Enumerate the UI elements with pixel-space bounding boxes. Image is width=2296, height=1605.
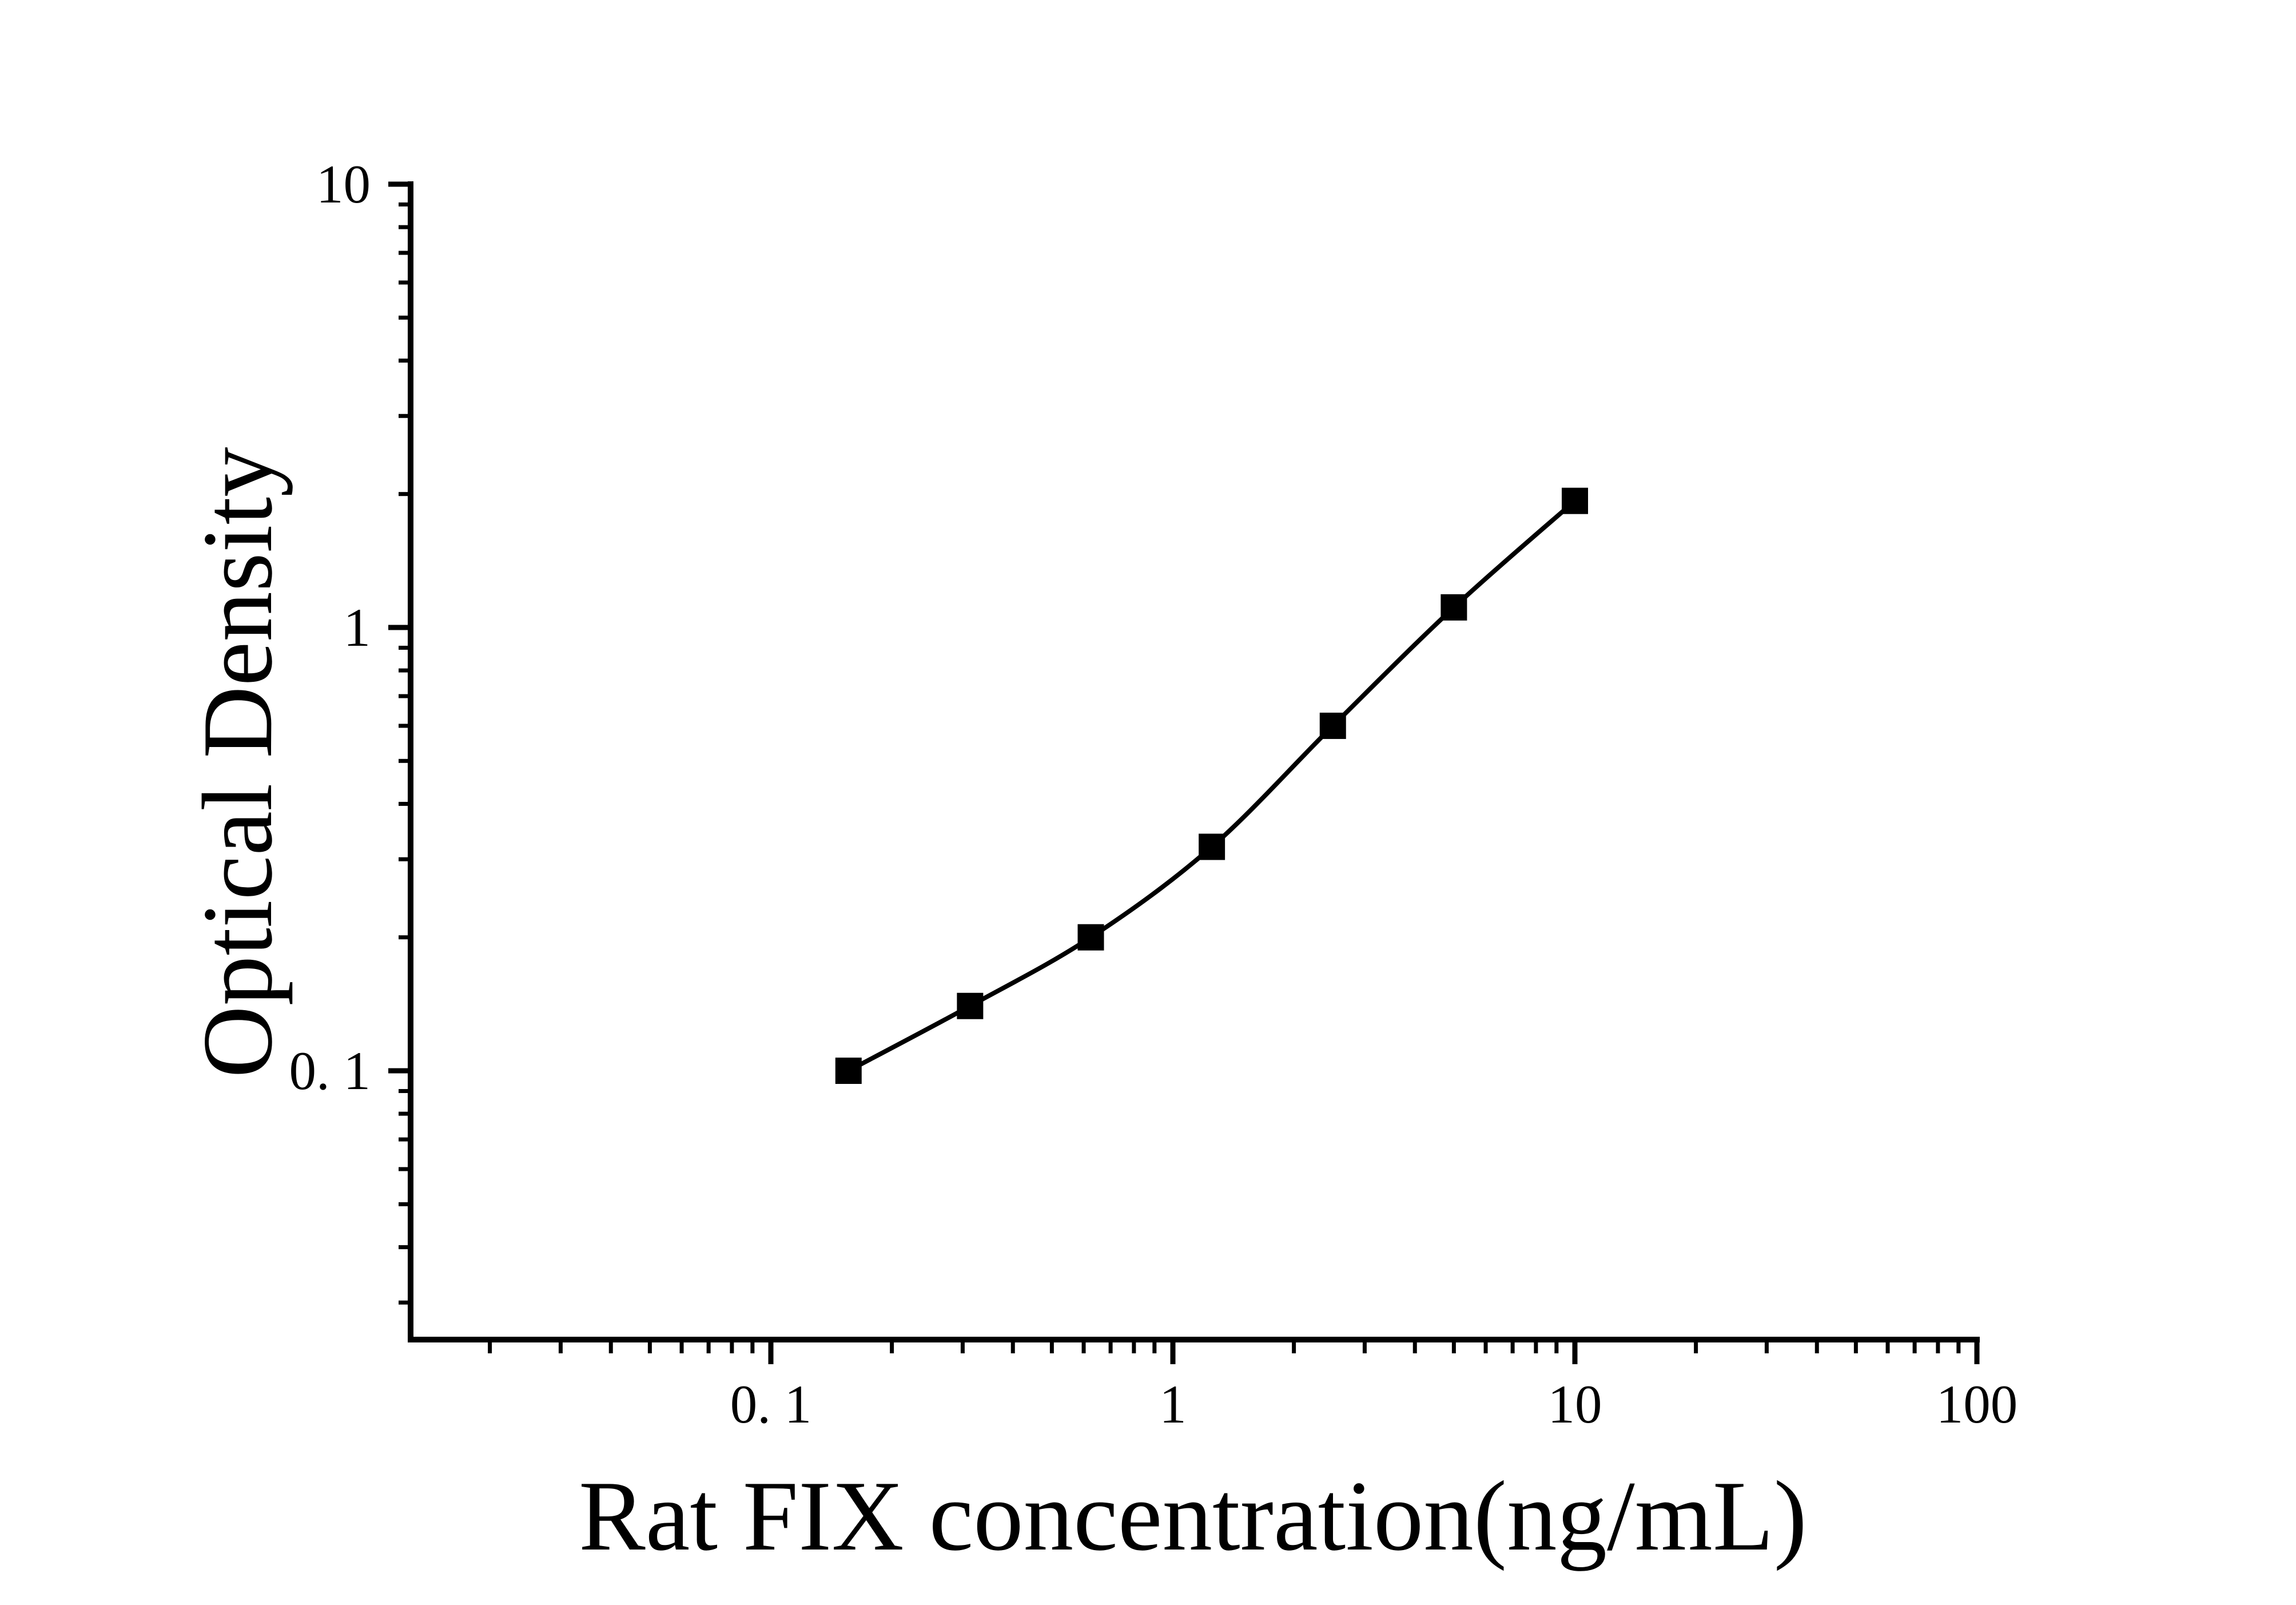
data-point-square xyxy=(1562,487,1588,514)
x-tick-label: 0. 1 xyxy=(730,1374,812,1435)
data-point-square xyxy=(1441,594,1467,621)
minor-ticks xyxy=(399,202,1961,1353)
x-tick-label: 10 xyxy=(1548,1374,1602,1435)
data-point-square xyxy=(1319,712,1346,739)
x-axis-title: Rat FIX concentration(ng/mL) xyxy=(579,1460,1807,1571)
data-point-markers xyxy=(835,487,1588,1084)
axes xyxy=(408,181,1980,1342)
data-point-square xyxy=(957,992,984,1019)
x-tick-label: 1 xyxy=(1159,1374,1187,1435)
data-point-square xyxy=(835,1058,862,1084)
data-point-square xyxy=(1199,833,1225,860)
y-tick-label: 0. 1 xyxy=(289,1040,371,1101)
major-ticks xyxy=(388,181,1980,1364)
data-point-square xyxy=(1077,924,1104,951)
tick-labels: 0. 1 1 10 100 0. 1 1 10 xyxy=(289,154,2018,1435)
y-tick-label: 1 xyxy=(344,597,371,658)
fit-curve xyxy=(847,499,1577,1073)
x-tick-label: 100 xyxy=(1936,1374,2018,1435)
y-tick-label: 10 xyxy=(316,154,371,214)
y-axis-title: Optical Density xyxy=(182,447,293,1078)
